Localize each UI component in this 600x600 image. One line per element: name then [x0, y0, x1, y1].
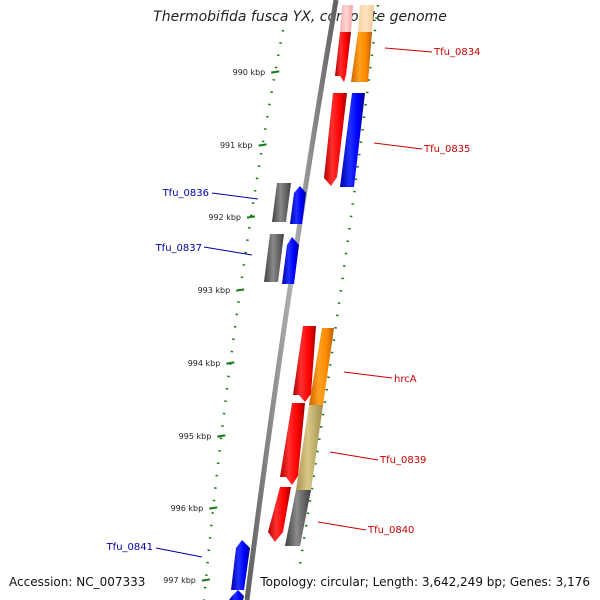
gene-label-tfu0836: Tfu_0836 [162, 188, 209, 199]
gene-label-tfu0834: Tfu_0834 [433, 47, 480, 58]
tick-mark-2 [246, 215, 256, 219]
gene-label-tfu0835: Tfu_0835 [423, 144, 470, 155]
feature-tfu0840-gray [285, 490, 311, 546]
tick-label-4: 994 kbp [188, 359, 221, 368]
tick-mark-4 [226, 361, 235, 365]
leader-lines [155, 47, 433, 558]
leader-tfu0835 [373, 142, 423, 150]
feature-next-blue [229, 590, 244, 600]
leader-tfu0837 [203, 246, 253, 256]
feature-tfu0835-blue [340, 93, 365, 187]
leader-tfu0840 [317, 521, 367, 531]
tick-mark-7 [201, 578, 211, 582]
tick-label-0: 990 kbp [233, 68, 266, 77]
gene-label-tfu0837: Tfu_0837 [155, 243, 202, 254]
leader-tfu0836 [211, 192, 259, 200]
leader-tfu0839 [329, 451, 379, 461]
feature-tfu0840-red [268, 487, 291, 542]
features [229, 5, 374, 600]
feature-tfu0835-red [324, 93, 347, 186]
leader-tfu0841 [155, 547, 203, 558]
tick-label-1: 991 kbp [220, 141, 253, 150]
tick-mark-0 [271, 70, 280, 74]
feature-tfu0834-red [335, 32, 351, 82]
leader-hrca [343, 371, 393, 379]
gene-labels: Tfu_0834 Tfu_0835 Tfu_0836 Tfu_0837 hrcA… [106, 47, 481, 553]
feature-tfu0836-gray [272, 183, 291, 222]
genome-backbone [244, 0, 339, 600]
tick-mark-6 [209, 506, 218, 510]
gene-label-tfu0841: Tfu_0841 [106, 542, 153, 553]
gene-label-tfu0839: Tfu_0839 [379, 455, 426, 466]
feature-tfu0839-red [280, 403, 305, 485]
leader-tfu0834 [384, 47, 433, 53]
left-guide-dots [202, 29, 285, 600]
tick-label-7: 997 kbp [163, 576, 196, 585]
feature-tfu0837-gray [264, 234, 284, 282]
feature-tfu0839-khaki [296, 405, 323, 490]
tick-mark-3 [236, 288, 245, 292]
accession-text: Accession: NC_007333 [9, 575, 146, 589]
feature-tfu0836-blue [290, 186, 306, 224]
feature-tfu0837-blue [282, 237, 299, 284]
tick-mark-5 [217, 434, 226, 438]
scale-ticks: 990 kbp 991 kbp 992 kbp 993 kbp 994 kbp 995 k… [163, 68, 280, 585]
feature-tfu0834-orange-top [358, 5, 374, 32]
tick-label-5: 995 kbp [179, 432, 212, 441]
feature-tfu0834-red-top [340, 5, 353, 32]
feature-hrca-red [293, 326, 316, 402]
tick-mark-1 [258, 143, 267, 147]
tick-label-3: 993 kbp [198, 286, 231, 295]
gene-label-hrca: hrcA [394, 374, 417, 385]
genome-summary-text: Topology: circular; Length: 3,642,249 bp… [260, 575, 590, 589]
feature-hrca-orange [309, 328, 334, 405]
feature-tfu0834-orange [351, 32, 372, 82]
tick-label-6: 996 kbp [171, 504, 204, 513]
feature-tfu0841-blue [231, 540, 250, 590]
tick-label-2: 992 kbp [208, 213, 241, 222]
gene-label-tfu0840: Tfu_0840 [367, 525, 414, 536]
